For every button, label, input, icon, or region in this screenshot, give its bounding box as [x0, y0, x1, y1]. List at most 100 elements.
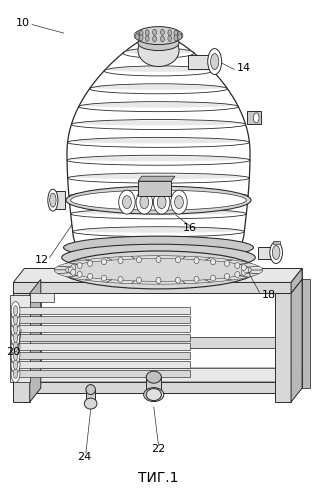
Ellipse shape: [124, 49, 193, 54]
Ellipse shape: [156, 278, 161, 283]
Ellipse shape: [146, 388, 161, 400]
Polygon shape: [138, 176, 175, 181]
Ellipse shape: [105, 67, 212, 72]
Ellipse shape: [135, 32, 139, 38]
Ellipse shape: [210, 259, 216, 265]
Polygon shape: [302, 280, 310, 388]
Ellipse shape: [13, 342, 18, 351]
Ellipse shape: [145, 36, 149, 42]
Polygon shape: [24, 368, 302, 379]
Polygon shape: [13, 294, 30, 402]
Ellipse shape: [69, 156, 248, 161]
Polygon shape: [224, 260, 249, 264]
Polygon shape: [16, 370, 190, 376]
Polygon shape: [13, 382, 291, 393]
Ellipse shape: [101, 275, 107, 281]
Ellipse shape: [13, 360, 18, 370]
Polygon shape: [54, 191, 65, 209]
Ellipse shape: [11, 328, 20, 346]
Polygon shape: [249, 266, 263, 270]
Text: 10: 10: [16, 18, 30, 28]
Ellipse shape: [71, 270, 76, 276]
Ellipse shape: [84, 398, 97, 409]
Ellipse shape: [13, 332, 18, 342]
Polygon shape: [286, 280, 302, 388]
Ellipse shape: [62, 244, 255, 270]
Ellipse shape: [71, 190, 246, 210]
Polygon shape: [54, 270, 68, 274]
Polygon shape: [158, 281, 185, 284]
Ellipse shape: [69, 174, 248, 179]
Ellipse shape: [135, 26, 182, 44]
Ellipse shape: [118, 258, 123, 264]
Polygon shape: [30, 338, 275, 348]
Polygon shape: [247, 112, 261, 124]
Polygon shape: [138, 181, 171, 196]
Ellipse shape: [83, 264, 234, 268]
Polygon shape: [16, 334, 190, 340]
Ellipse shape: [13, 314, 18, 324]
Ellipse shape: [270, 242, 282, 264]
Ellipse shape: [140, 196, 149, 208]
Ellipse shape: [11, 310, 20, 328]
Polygon shape: [291, 268, 302, 293]
Polygon shape: [189, 55, 214, 69]
Ellipse shape: [48, 189, 58, 211]
Ellipse shape: [145, 30, 149, 36]
Polygon shape: [13, 268, 302, 282]
Ellipse shape: [241, 264, 246, 270]
Ellipse shape: [118, 276, 123, 282]
Ellipse shape: [137, 277, 142, 283]
Ellipse shape: [139, 35, 143, 41]
Ellipse shape: [157, 196, 166, 208]
Polygon shape: [58, 273, 78, 277]
Ellipse shape: [136, 190, 152, 214]
Ellipse shape: [87, 274, 93, 280]
Ellipse shape: [146, 371, 161, 383]
Ellipse shape: [174, 30, 178, 36]
Polygon shape: [291, 280, 302, 402]
Polygon shape: [30, 280, 41, 402]
Ellipse shape: [74, 228, 243, 232]
Text: 16: 16: [183, 222, 197, 232]
Ellipse shape: [153, 30, 157, 35]
Polygon shape: [205, 278, 232, 282]
Ellipse shape: [61, 251, 256, 289]
Polygon shape: [24, 280, 41, 388]
Text: ΤИГ.1: ΤИГ.1: [138, 472, 179, 486]
Ellipse shape: [210, 54, 219, 70]
Polygon shape: [16, 361, 190, 368]
Polygon shape: [10, 295, 30, 382]
Ellipse shape: [137, 257, 142, 263]
Polygon shape: [239, 263, 259, 267]
Polygon shape: [68, 260, 93, 264]
Polygon shape: [85, 278, 112, 282]
Ellipse shape: [194, 276, 199, 282]
Polygon shape: [239, 273, 259, 277]
Ellipse shape: [153, 190, 170, 214]
Polygon shape: [107, 280, 134, 283]
Ellipse shape: [87, 260, 93, 266]
Polygon shape: [258, 246, 275, 259]
Ellipse shape: [224, 274, 230, 280]
Polygon shape: [291, 368, 302, 393]
Ellipse shape: [175, 257, 180, 263]
Ellipse shape: [71, 192, 246, 197]
Ellipse shape: [11, 338, 20, 355]
Polygon shape: [183, 256, 210, 260]
Ellipse shape: [86, 384, 95, 394]
Polygon shape: [273, 241, 280, 244]
Ellipse shape: [135, 34, 139, 40]
Ellipse shape: [134, 32, 138, 38]
Ellipse shape: [144, 388, 164, 402]
Polygon shape: [13, 368, 302, 382]
Ellipse shape: [101, 259, 107, 265]
Ellipse shape: [168, 30, 172, 36]
Polygon shape: [146, 377, 161, 394]
Polygon shape: [86, 390, 95, 404]
Ellipse shape: [11, 346, 20, 364]
Text: 14: 14: [237, 63, 251, 73]
Ellipse shape: [175, 277, 180, 283]
Ellipse shape: [272, 246, 280, 260]
Ellipse shape: [194, 258, 199, 264]
